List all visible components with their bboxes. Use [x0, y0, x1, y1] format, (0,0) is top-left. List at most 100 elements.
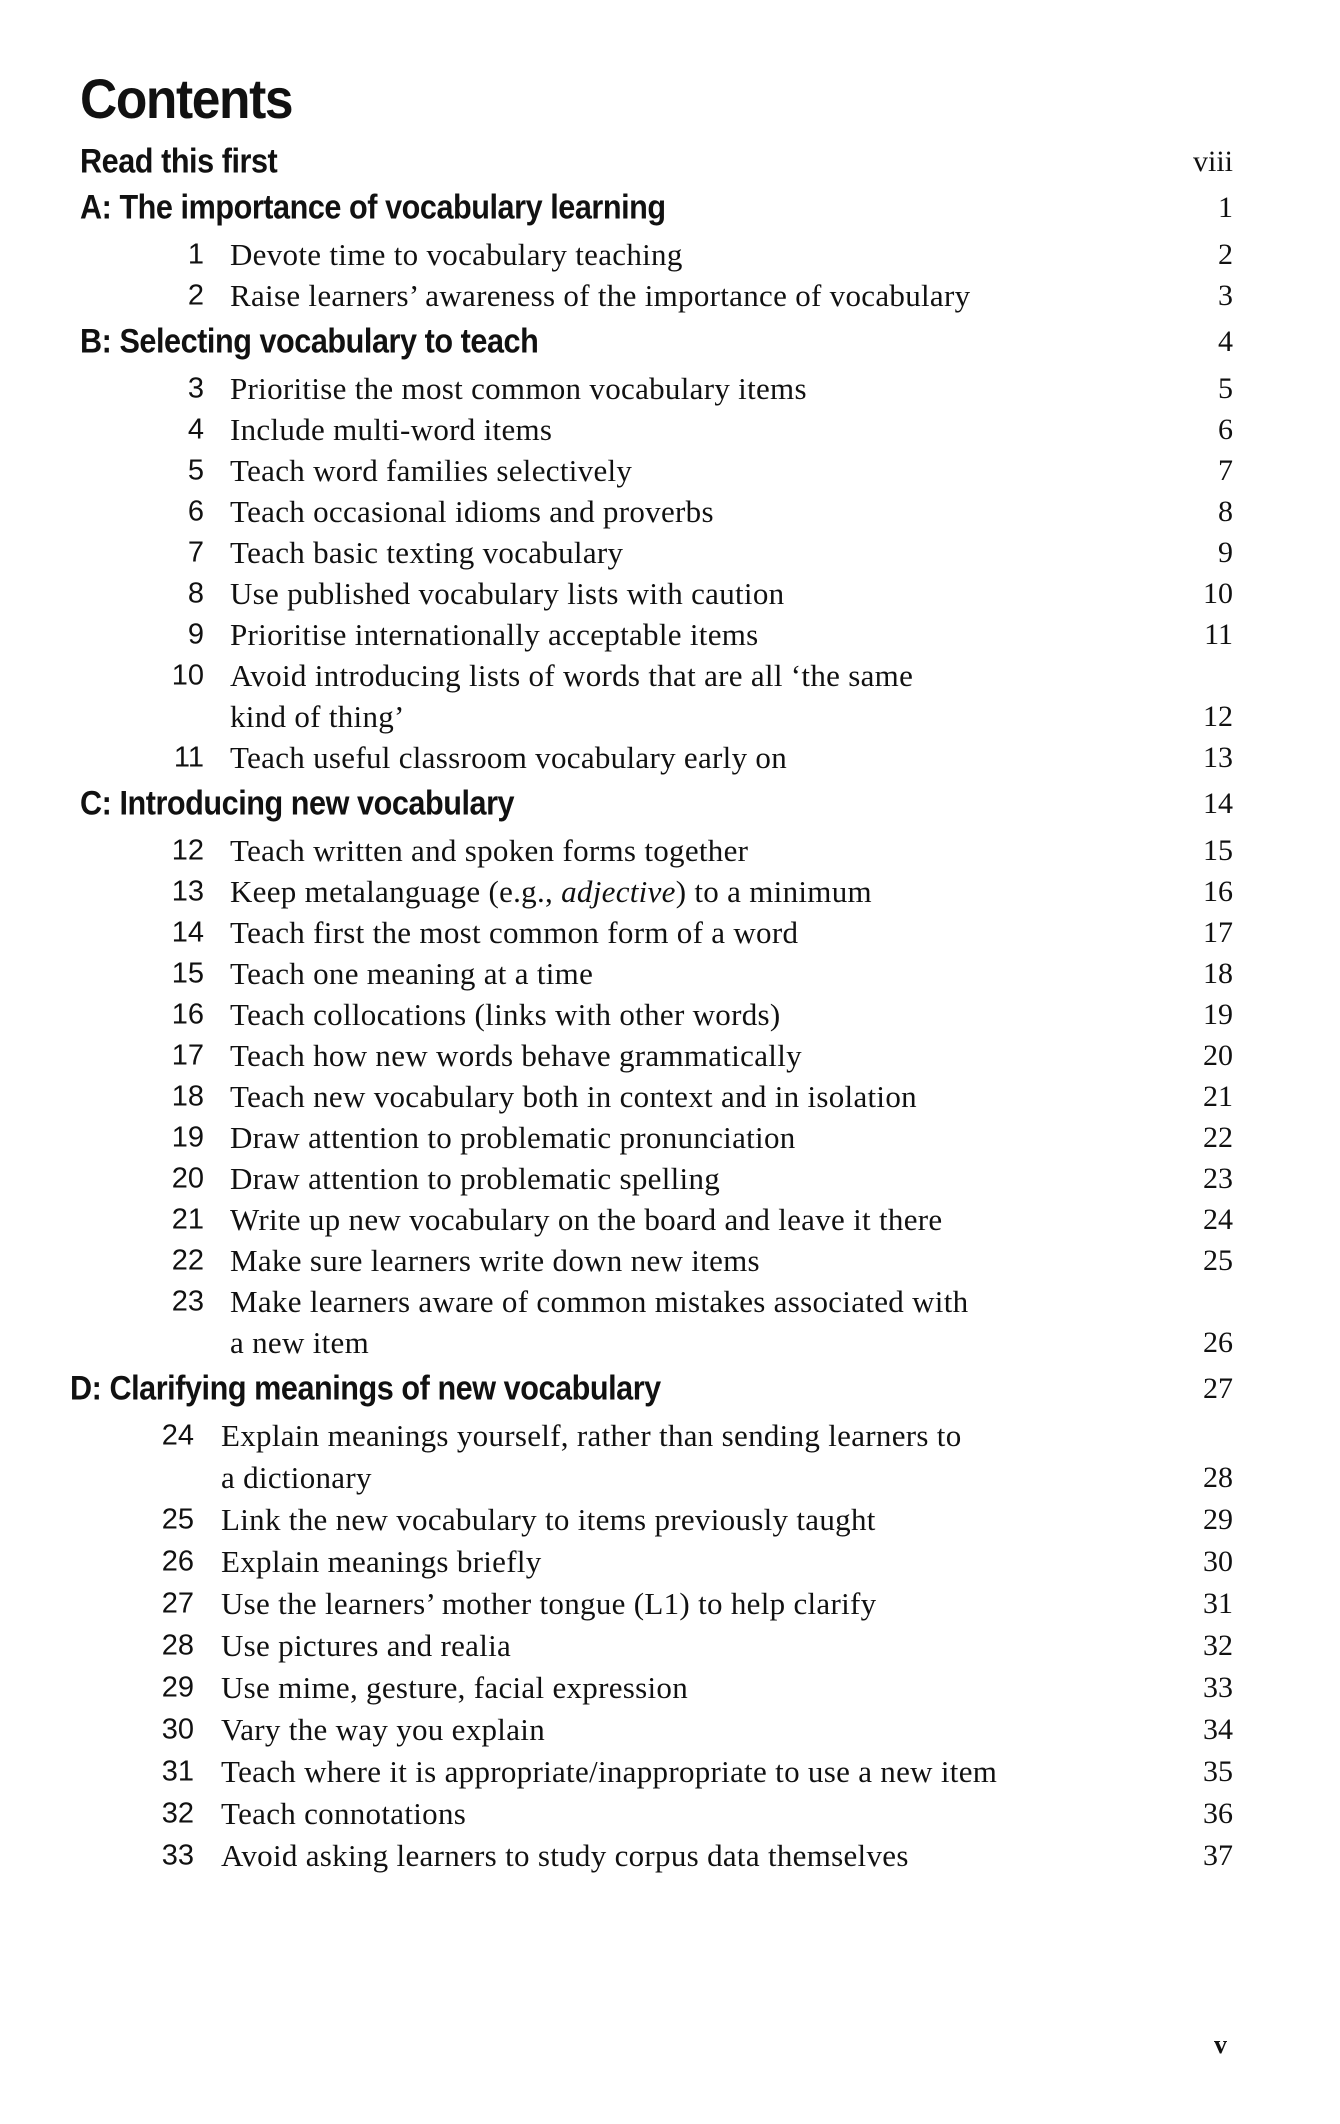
- entry-title: Make sure learners write down new items: [230, 1242, 760, 1278]
- page-number: 5: [1218, 371, 1233, 405]
- entry-number: 30: [161, 1713, 194, 1746]
- entry-number: 7: [187, 536, 204, 568]
- toc-entry[interactable]: 3 Prioritise the most common vocabulary i…: [0, 368, 1340, 409]
- entry-title: Draw attention to problematic spelling: [230, 1160, 721, 1196]
- toc-entry[interactable]: 32 Teach connotations 36: [0, 1793, 1340, 1835]
- entry-title-italic: adjective: [561, 873, 676, 909]
- entry-title: Keep metalanguage (e.g., adjective) to a…: [230, 873, 872, 909]
- toc-entry[interactable]: 8 Use published vocabulary lists with cau…: [0, 573, 1340, 614]
- entry-title: Teach one meaning at a time: [230, 955, 594, 991]
- toc-entry[interactable]: 24 Explain meanings yourself, rather than…: [0, 1415, 1340, 1457]
- entry-title: Teach how new words behave grammatically: [230, 1037, 802, 1073]
- toc-entry[interactable]: 29 Use mime, gesture, facial expression 33: [0, 1667, 1340, 1709]
- entry-number: 28: [161, 1629, 194, 1662]
- toc-entry[interactable]: 11 Teach useful classroom vocabulary earl…: [0, 737, 1340, 778]
- toc-entry[interactable]: 9 Prioritise internationally acceptable i…: [0, 614, 1340, 655]
- entry-number: 22: [171, 1244, 204, 1276]
- toc-entry[interactable]: 33 Avoid asking learners to study corpus …: [0, 1835, 1340, 1877]
- page-number: 9: [1218, 535, 1233, 569]
- page-number: 6: [1218, 412, 1233, 446]
- page-number: 4: [1218, 325, 1233, 358]
- toc-entry[interactable]: 12 Teach written and spoken forms togethe…: [0, 830, 1340, 871]
- toc-entry[interactable]: 4 Include multi-word items 6: [0, 409, 1340, 450]
- entry-number: 31: [161, 1755, 194, 1788]
- page-number: 3: [1218, 278, 1233, 312]
- entry-number: 19: [171, 1121, 204, 1153]
- section-title: D: Clarifying meanings of new vocabulary: [70, 1369, 661, 1408]
- entry-number: 4: [187, 413, 204, 445]
- toc-entry[interactable]: 31 Teach where it is appropriate/inapprop…: [0, 1751, 1340, 1793]
- entry-title: Teach new vocabulary both in context and…: [230, 1078, 917, 1114]
- toc-entry[interactable]: 2 Raise learners’ awareness of the import…: [0, 275, 1340, 316]
- page-number: 16: [1203, 874, 1233, 908]
- toc-entry[interactable]: a dictionary 28: [0, 1457, 1340, 1499]
- entry-label: Read this first: [80, 142, 278, 180]
- section-heading[interactable]: D: Clarifying meanings of new vocabulary…: [0, 1363, 1340, 1415]
- toc-entry[interactable]: 19 Draw attention to problematic pronunci…: [0, 1117, 1340, 1158]
- entry-number: 26: [161, 1545, 194, 1578]
- entry-title: Write up new vocabulary on the board and…: [230, 1201, 943, 1237]
- toc-entry[interactable]: 28 Use pictures and realia 32: [0, 1625, 1340, 1667]
- toc-entry[interactable]: 22 Make sure learners write down new item…: [0, 1240, 1340, 1281]
- entry-number: 9: [187, 618, 204, 650]
- page-number: 18: [1203, 956, 1233, 990]
- toc-entry[interactable]: 25 Link the new vocabulary to items previ…: [0, 1499, 1340, 1541]
- toc-entry[interactable]: 5 Teach word families selectively 7: [0, 450, 1340, 491]
- section-heading[interactable]: B: Selecting vocabulary to teach 4: [0, 316, 1340, 368]
- toc-entry[interactable]: a new item 26: [0, 1322, 1340, 1363]
- toc-entry[interactable]: 30 Vary the way you explain 34: [0, 1709, 1340, 1751]
- entry-number: 27: [161, 1587, 194, 1620]
- entry-title: Use pictures and realia: [221, 1628, 512, 1663]
- toc-entry[interactable]: 21 Write up new vocabulary on the board a…: [0, 1199, 1340, 1240]
- page-number: 8: [1218, 494, 1233, 528]
- toc-entry[interactable]: 10 Avoid introducing lists of words that …: [0, 655, 1340, 696]
- toc-entry[interactable]: 27 Use the learners’ mother tongue (L1) t…: [0, 1583, 1340, 1625]
- page-number: viii: [1192, 144, 1233, 178]
- entry-title: Avoid asking learners to study corpus da…: [221, 1838, 909, 1873]
- entry-number: 14: [171, 916, 204, 948]
- entry-number: 18: [171, 1080, 204, 1112]
- entry-title: Prioritise internationally acceptable it…: [230, 616, 759, 652]
- toc-entry[interactable]: 13 Keep metalanguage (e.g., adjective) to…: [0, 871, 1340, 912]
- toc-entry[interactable]: 18 Teach new vocabulary both in context a…: [0, 1076, 1340, 1117]
- page-number: 30: [1203, 1545, 1233, 1578]
- entry-title: Avoid introducing lists of words that ar…: [230, 657, 914, 693]
- section-heading[interactable]: A: The importance of vocabulary learning…: [0, 182, 1340, 234]
- entry-title: Make learners aware of common mistakes a…: [230, 1283, 969, 1319]
- page-number: 33: [1203, 1671, 1233, 1704]
- toc-entry-read-this-first[interactable]: Read this first viii: [0, 141, 1340, 182]
- section-title: B: Selecting vocabulary to teach: [80, 322, 539, 361]
- folio-page-number: v: [1214, 2030, 1227, 2059]
- entry-title: Teach occasional idioms and proverbs: [230, 493, 714, 529]
- entry-title: Prioritise the most common vocabulary it…: [230, 370, 807, 406]
- entry-title: Teach basic texting vocabulary: [230, 534, 624, 570]
- toc-entry[interactable]: 6 Teach occasional idioms and proverbs 8: [0, 491, 1340, 532]
- toc-entry[interactable]: 7 Teach basic texting vocabulary 9: [0, 532, 1340, 573]
- toc-entry[interactable]: kind of thing’ 12: [0, 696, 1340, 737]
- toc-entry[interactable]: 14 Teach first the most common form of a …: [0, 912, 1340, 953]
- entry-number: 11: [173, 741, 204, 773]
- toc-entry[interactable]: 20 Draw attention to problematic spelling…: [0, 1158, 1340, 1199]
- page-number: 35: [1203, 1755, 1233, 1788]
- entry-title: a new item: [230, 1324, 370, 1360]
- toc-entry[interactable]: 1 Devote time to vocabulary teaching 2: [0, 234, 1340, 275]
- entry-number: 8: [187, 577, 204, 609]
- toc-entry[interactable]: 23 Make learners aware of common mistakes…: [0, 1281, 1340, 1322]
- entry-number: 10: [171, 659, 204, 691]
- page-number: 25: [1203, 1243, 1233, 1277]
- entry-title: Raise learners’ awareness of the importa…: [230, 277, 971, 313]
- toc-entry[interactable]: 26 Explain meanings briefly 30: [0, 1541, 1340, 1583]
- entry-number: 3: [187, 372, 204, 404]
- toc-entry[interactable]: 16 Teach collocations (links with other w…: [0, 994, 1340, 1035]
- entry-title: Use published vocabulary lists with caut…: [230, 575, 785, 611]
- toc-entry[interactable]: 17 Teach how new words behave grammatical…: [0, 1035, 1340, 1076]
- table-of-contents: Read this first viii A: The importance o…: [0, 141, 1340, 1877]
- toc-entry[interactable]: 15 Teach one meaning at a time 18: [0, 953, 1340, 994]
- entry-number: 13: [171, 875, 204, 907]
- section-heading[interactable]: C: Introducing new vocabulary 14: [0, 778, 1340, 830]
- entry-number: 29: [161, 1671, 194, 1704]
- page-number: 22: [1203, 1120, 1233, 1154]
- page-number: 24: [1203, 1202, 1233, 1236]
- page-number: 17: [1203, 915, 1233, 949]
